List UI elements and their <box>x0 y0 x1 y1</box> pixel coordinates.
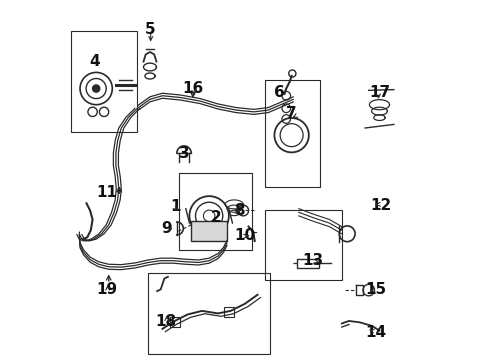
Text: 9: 9 <box>161 221 171 236</box>
Text: 1: 1 <box>170 199 180 215</box>
Bar <box>297 259 318 267</box>
Text: 12: 12 <box>370 198 392 213</box>
Text: 13: 13 <box>302 253 324 268</box>
Bar <box>179 173 252 250</box>
Bar <box>265 211 342 280</box>
Text: 19: 19 <box>97 282 118 297</box>
Text: 7: 7 <box>286 106 297 121</box>
Text: 10: 10 <box>234 228 256 243</box>
Text: 3: 3 <box>179 145 189 161</box>
Bar <box>224 307 234 317</box>
Bar <box>265 80 320 187</box>
Text: 4: 4 <box>89 54 99 69</box>
Text: 6: 6 <box>274 85 284 100</box>
Text: 2: 2 <box>211 210 221 225</box>
Text: 5: 5 <box>145 22 155 37</box>
Text: 18: 18 <box>155 314 177 329</box>
Text: 15: 15 <box>366 282 387 297</box>
Text: 17: 17 <box>369 85 390 100</box>
Bar <box>171 317 180 327</box>
Bar <box>191 221 227 241</box>
Text: 11: 11 <box>97 185 118 200</box>
Circle shape <box>92 84 100 93</box>
Bar <box>148 273 270 354</box>
Text: 8: 8 <box>234 203 245 218</box>
Text: 16: 16 <box>182 81 204 96</box>
Bar <box>71 31 137 132</box>
Text: 14: 14 <box>366 325 387 340</box>
